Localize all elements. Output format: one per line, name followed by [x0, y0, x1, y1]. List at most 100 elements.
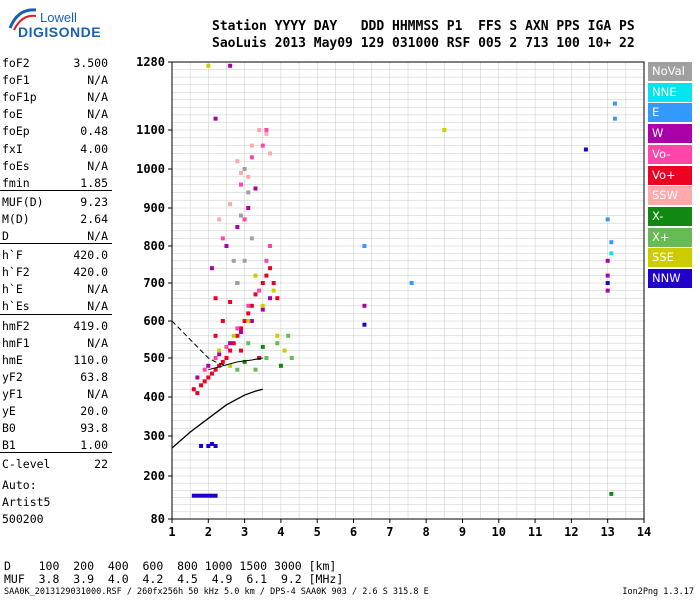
data-point-vo- [213, 367, 218, 372]
data-point-nnw [191, 493, 196, 498]
param-name: hmF1 [2, 335, 30, 350]
data-point-w [209, 266, 214, 271]
data-point-nnw [213, 444, 218, 448]
data-point-vo- [202, 367, 207, 372]
param-name: D [2, 229, 9, 243]
data-point-w [362, 303, 367, 308]
param-name: fmin [2, 175, 30, 190]
param-value: N/A [87, 299, 108, 314]
param-name: h`F2 [2, 265, 30, 280]
y-tick-label: 1280 [136, 55, 165, 69]
data-point-sse [228, 363, 233, 368]
chart-grid [172, 61, 644, 519]
data-point-vo- [249, 155, 254, 160]
data-point-ssw [217, 217, 222, 222]
param-value: 4.00 [80, 141, 108, 156]
param-name: h`E [2, 282, 23, 297]
data-point-w [605, 273, 610, 278]
x-tick-label: 14 [637, 525, 651, 539]
x-tick-label: 10 [492, 525, 506, 539]
data-point-vo- [231, 341, 236, 346]
data-point-w [268, 296, 273, 301]
data-point-vo- [238, 182, 243, 187]
data-point-vo- [264, 273, 269, 278]
data-point-vo- [209, 371, 214, 376]
auto-scaling-text: Artist5 [2, 495, 51, 510]
param-row: h`F 420.0 [2, 248, 108, 262]
data-point-w [605, 258, 610, 263]
param-value: 1.85 [80, 175, 108, 190]
data-point-w [238, 330, 243, 335]
data-point-vo- [213, 296, 218, 301]
data-point-x- [235, 367, 240, 372]
param-separator [0, 243, 112, 245]
logo-text-lowell: Lowell [40, 10, 77, 25]
y-tick-label: 600 [143, 314, 165, 328]
param-value: N/A [87, 282, 108, 297]
data-point-nne [609, 251, 614, 256]
param-value: 1.00 [80, 438, 108, 453]
plot-frame [171, 61, 645, 520]
x-tick-label: 12 [564, 525, 578, 539]
param-row: h`E N/A [2, 282, 108, 296]
param-name: yF2 [2, 369, 23, 384]
data-point-sse [253, 273, 258, 278]
data-point-vo- [224, 344, 229, 349]
param-row: h`Es N/A [2, 299, 108, 313]
logo-arc-icon [8, 8, 37, 31]
param-row: C-level 22 [2, 457, 108, 471]
footer-muf-row: MUF 3.8 3.9 4.0 4.2 4.5 4.9 6.1 9.2 [MHz… [4, 572, 344, 586]
data-point-sse [246, 319, 251, 323]
data-point-vo- [228, 348, 233, 353]
param-value: N/A [87, 90, 108, 105]
legend-item-noval: NoVal [648, 62, 692, 81]
param-value: 420.0 [73, 248, 108, 263]
param-row: B0 93.8 [2, 421, 108, 435]
param-value: N/A [87, 335, 108, 350]
data-point-sse [442, 128, 447, 132]
data-point-w [235, 225, 240, 229]
data-point-x- [264, 356, 269, 360]
param-row: fxI 4.00 [2, 142, 108, 156]
x-tick-label: 5 [314, 525, 321, 539]
param-row: D N/A [2, 229, 108, 243]
data-point-sse [217, 348, 222, 353]
data-point-nnw [202, 493, 207, 498]
param-row: foEs N/A [2, 159, 108, 173]
legend-item-vo-: Vo+ [648, 165, 692, 185]
auto-scaling-text: 500200 [2, 512, 44, 527]
legend-item-x-: X+ [648, 227, 692, 247]
footer-file-note: SAA0K_2013129031000.RSF / 260fx256h 50 k… [4, 587, 429, 597]
electron-density-profile [171, 388, 263, 449]
data-point-sse [282, 348, 287, 353]
param-name: foF2 [2, 56, 30, 70]
data-point-x- [609, 491, 614, 496]
header-line-2: SaoLuis 2013 May09 129 031000 RSF 005 2 … [212, 36, 635, 51]
data-point-nnw [583, 147, 588, 152]
param-name: foE [2, 107, 23, 122]
data-point-w [228, 341, 233, 346]
data-point-ssw [235, 159, 240, 164]
data-point-noval [242, 167, 247, 171]
x-tick-label: 6 [350, 525, 357, 539]
x-tick-label: 11 [528, 525, 542, 539]
param-name: h`F [2, 248, 23, 263]
data-point-vo- [228, 300, 233, 304]
param-row: hmF2 419.0 [2, 319, 108, 333]
legend-item-nnw: NNW [648, 269, 692, 288]
y-tick-label: 80 [151, 512, 165, 526]
param-value: 9.23 [80, 194, 108, 209]
data-point-x- [242, 359, 247, 364]
data-point-w [217, 352, 222, 357]
legend-item-ssw: SSW [648, 186, 692, 206]
y-tick-label: 1100 [136, 123, 165, 137]
data-point-ssw [268, 151, 273, 156]
y-tick-label: 900 [143, 201, 165, 215]
param-row: foEp 0.48 [2, 124, 108, 138]
chart-plot-area [171, 63, 617, 498]
data-point-ssw [238, 170, 243, 175]
data-point-nnw [199, 444, 204, 448]
param-row: hmE 110.0 [2, 353, 108, 367]
param-row: foE N/A [2, 107, 108, 121]
